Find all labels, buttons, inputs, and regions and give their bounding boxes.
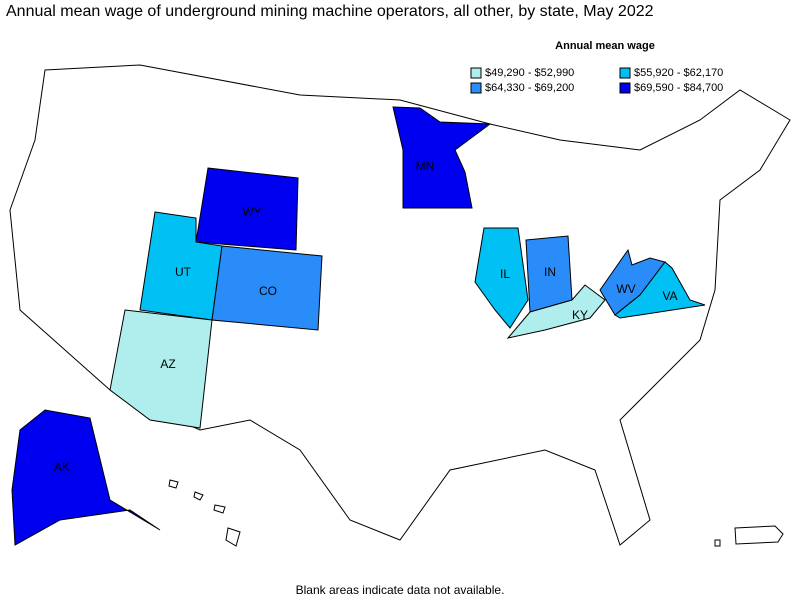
legend-swatch xyxy=(619,67,631,79)
legend-title: Annual mean wage xyxy=(555,40,655,52)
state-label: CO xyxy=(259,284,277,298)
legend-swatch xyxy=(619,82,631,94)
state-shape xyxy=(11,409,161,546)
state-label: IL xyxy=(500,267,510,281)
state-label: WY xyxy=(242,205,261,219)
state-label: AZ xyxy=(160,357,175,371)
legend-label: $64,330 - $69,200 xyxy=(485,82,574,94)
state-label: KY xyxy=(572,308,588,322)
state-label: UT xyxy=(175,265,192,279)
state-shape xyxy=(109,309,213,429)
state-label: MN xyxy=(416,159,435,173)
footnote: Blank areas indicate data not available. xyxy=(296,583,505,597)
legend-label: $69,590 - $84,700 xyxy=(634,82,723,94)
state-label: AK xyxy=(54,460,70,474)
state-label: VA xyxy=(662,289,677,303)
states xyxy=(11,106,706,546)
legend-swatch xyxy=(470,67,482,79)
state-labels: WY MN UT CO AZ IL IN KY WV VA AK xyxy=(54,159,678,474)
legend: Annual mean wage $49,290 - $52,990 $55,9… xyxy=(470,40,723,94)
state-shape xyxy=(506,284,606,339)
legend-label: $55,920 - $62,170 xyxy=(634,67,723,79)
state-label: WV xyxy=(616,282,635,296)
state-shape xyxy=(211,245,323,331)
state-shape xyxy=(614,261,706,319)
map-title: Annual mean wage of underground mining m… xyxy=(6,3,654,20)
state-shape xyxy=(474,227,529,329)
state-shape xyxy=(392,106,492,209)
legend-label: $49,290 - $52,990 xyxy=(485,67,574,79)
state-shape xyxy=(195,167,299,251)
state-label: IN xyxy=(544,265,556,279)
legend-swatch xyxy=(470,82,482,94)
